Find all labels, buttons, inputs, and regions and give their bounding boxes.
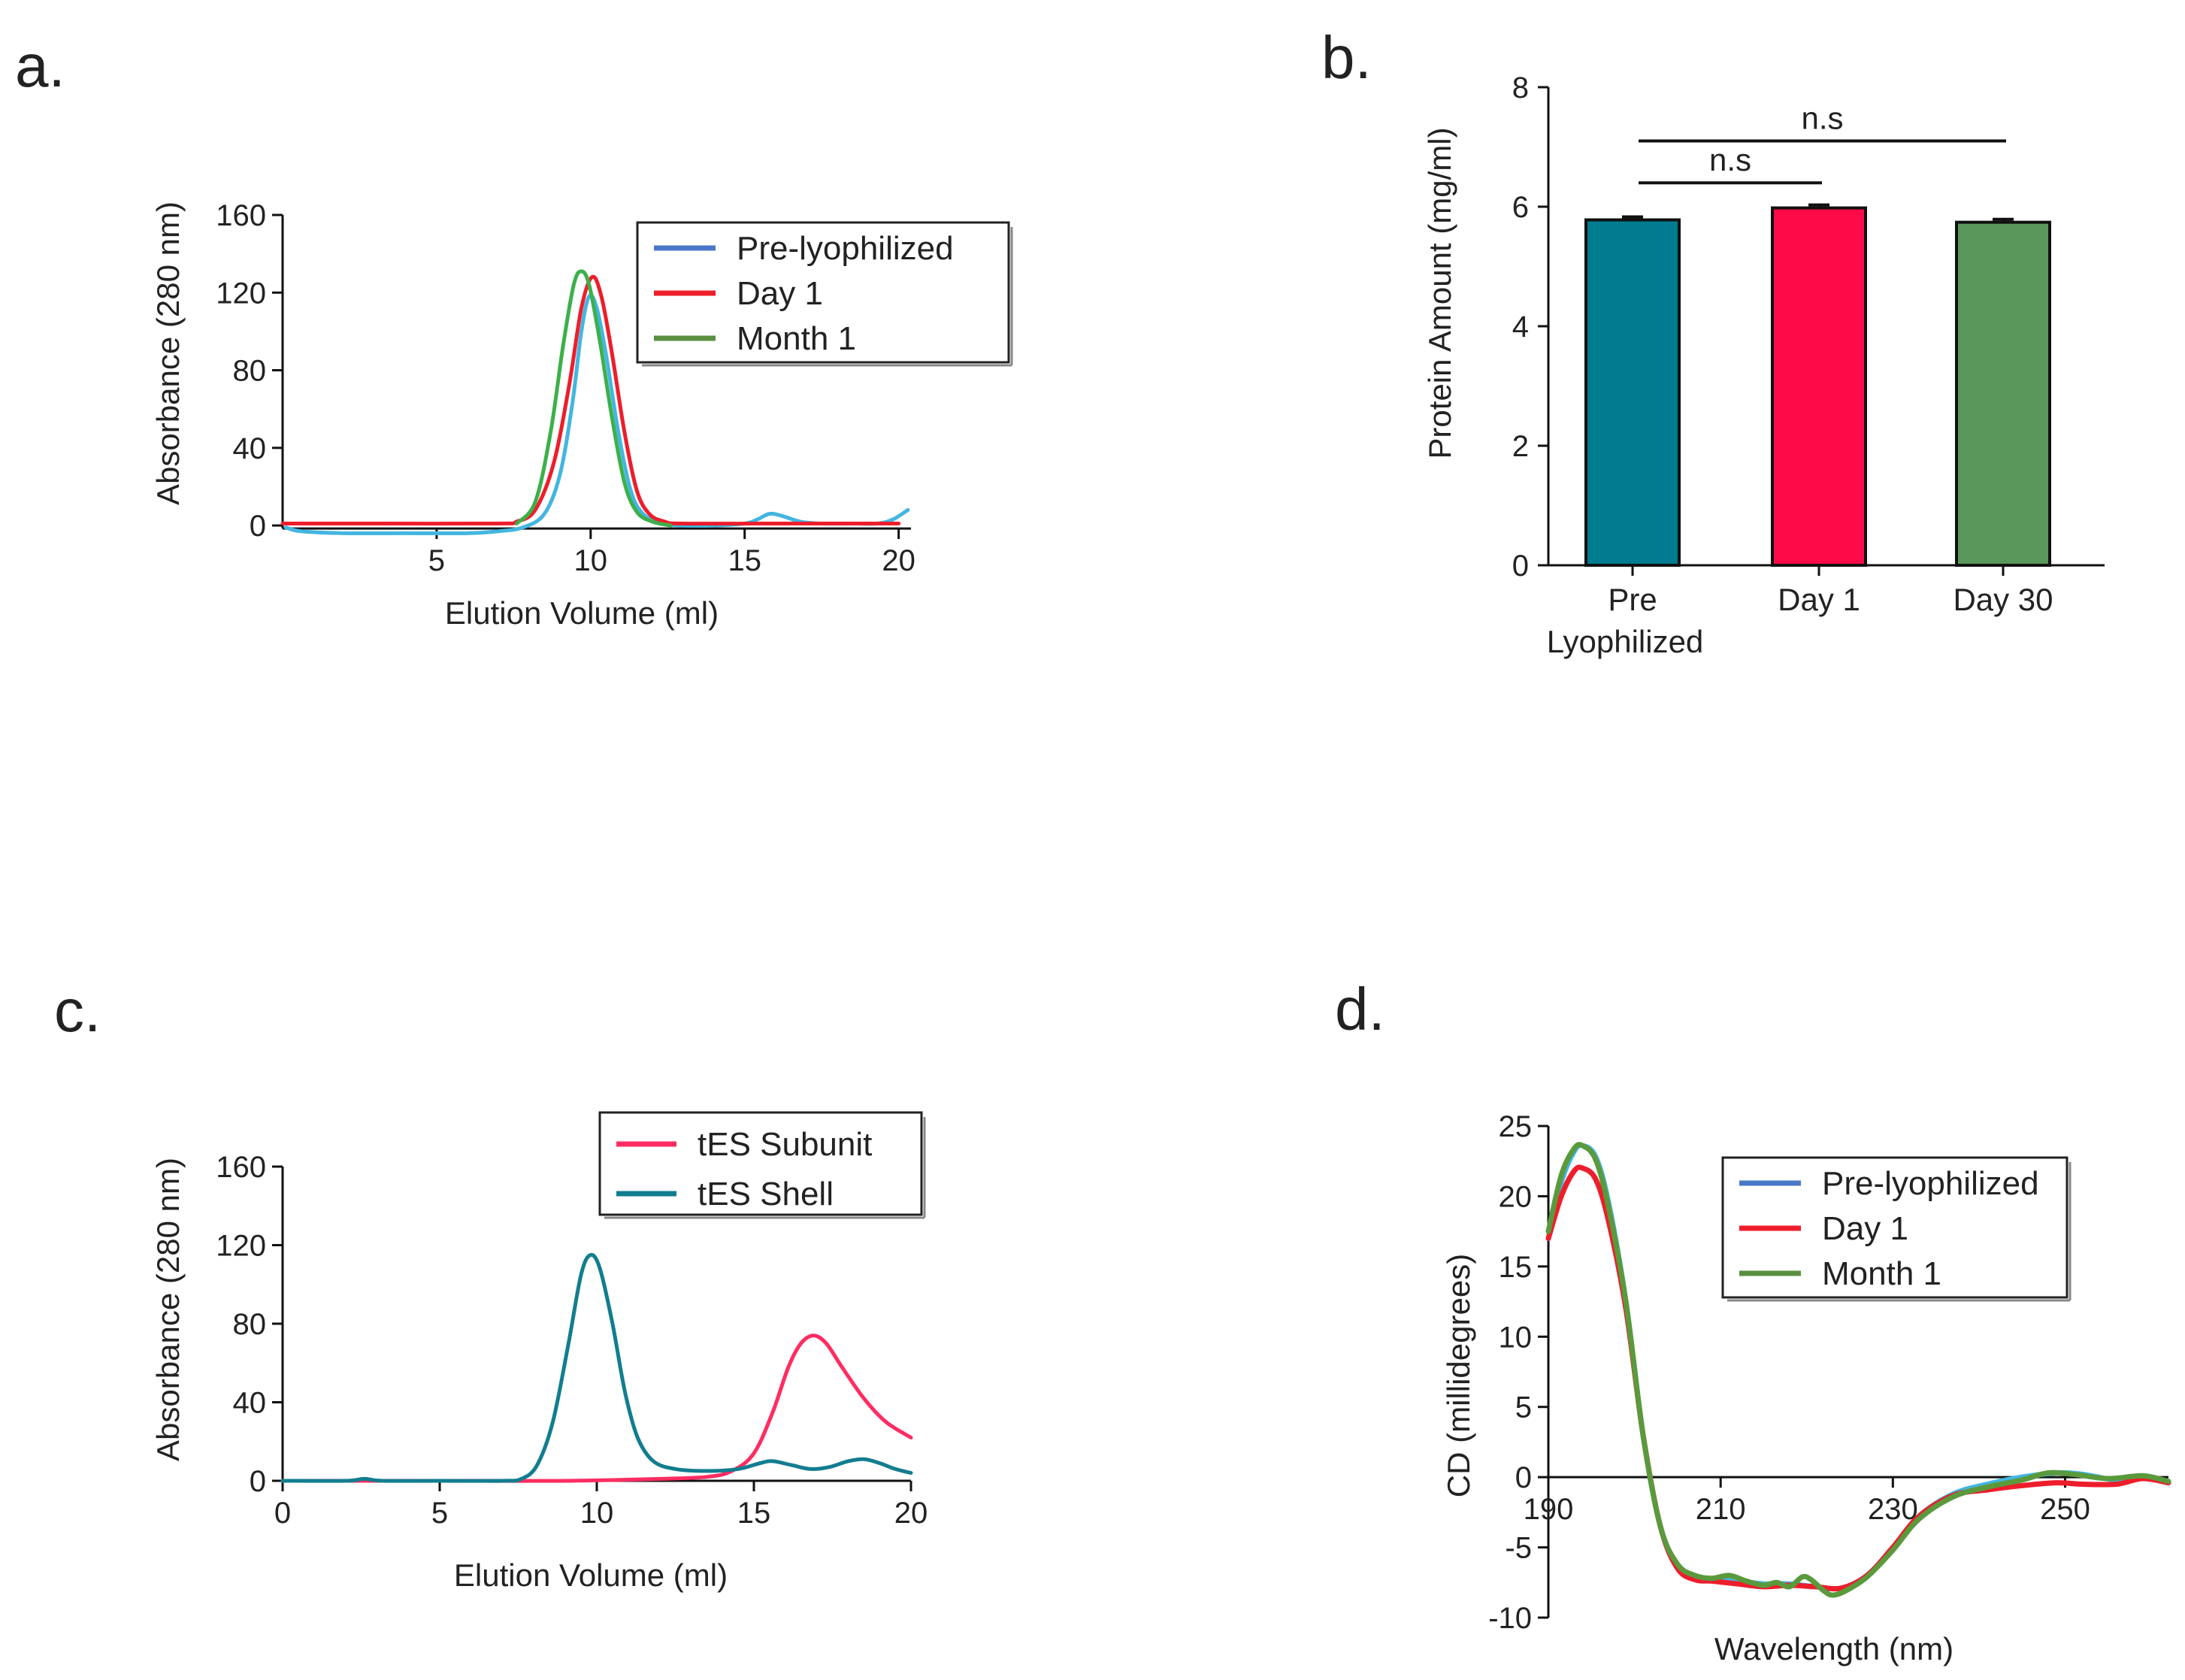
- x-axis-label: Elution Volume (ml): [445, 595, 719, 631]
- y-tick-label: 0: [250, 1465, 266, 1498]
- series-line-2: [280, 1252, 913, 1483]
- chart-panel-c: c. 0 40 80 120 160 0 5 10 15 20 Elution Volume (ml)…: [54, 977, 928, 1593]
- x-tick-label: 15: [737, 1497, 771, 1530]
- y-tick-label: 25: [1499, 1110, 1533, 1143]
- y-tick-label: 80: [233, 1308, 267, 1341]
- y-tick-label: -10: [1488, 1602, 1532, 1635]
- panel-label: c.: [54, 977, 101, 1044]
- y-tick-label: -5: [1505, 1532, 1532, 1565]
- bar-1: [1584, 218, 1681, 567]
- x-tick-label: 190: [1524, 1493, 1574, 1526]
- y-axis-label: Absorbance (280 nm): [150, 201, 186, 505]
- chart-panel-d: d. -10 -5 0 5 10 15 20 25 190 210 230 250 Wavelength …: [1335, 976, 2171, 1666]
- panel-label: a.: [15, 32, 65, 99]
- y-tick-label: 6: [1512, 191, 1529, 224]
- y-axis-label: Absorbance (280 nm): [150, 1158, 186, 1461]
- x-tick-label: 230: [1868, 1493, 1918, 1526]
- x-tick-label: 210: [1696, 1493, 1746, 1526]
- series-line-3: [1545, 1142, 2171, 1598]
- series-line-3: [515, 269, 673, 528]
- y-axis-label: Protein Amount (mg/ml): [1422, 127, 1457, 459]
- x-tick-label: 15: [728, 544, 761, 577]
- y-tick-label: 0: [1512, 549, 1529, 583]
- legend-label: tES Subunit: [698, 1126, 872, 1163]
- significance-label: n.s: [1709, 142, 1751, 177]
- x-axis-label: Elution Volume (ml): [454, 1557, 728, 1593]
- legend-label: Day 1: [737, 275, 823, 312]
- x-tick-label: Pre: [1608, 582, 1657, 617]
- x-tick-label: Day 30: [1953, 582, 2053, 617]
- y-tick-label: 160: [216, 1151, 266, 1184]
- y-tick-label: 40: [233, 432, 267, 465]
- y-tick-label: 80: [233, 355, 267, 388]
- legend-label: Pre-lyophilized: [737, 230, 954, 267]
- x-tick-label: 5: [431, 1497, 448, 1530]
- panel-label: b.: [1321, 24, 1372, 91]
- legend-label: tES Shell: [698, 1176, 834, 1212]
- y-tick-label: 4: [1512, 310, 1529, 344]
- panel-label: d.: [1335, 976, 1385, 1043]
- y-axis-label: CD (millidegrees): [1441, 1254, 1476, 1497]
- x-axis-label: Wavelength (nm): [1714, 1631, 1953, 1666]
- y-tick-label: 0: [1515, 1461, 1532, 1494]
- legend-label: Month 1: [1822, 1255, 1941, 1292]
- y-tick-label: 120: [216, 277, 266, 310]
- y-tick-label: 120: [216, 1230, 266, 1263]
- y-tick-label: 2: [1512, 430, 1529, 463]
- chart-panel-a: a. 0 40 80 120 160 5 10 15 20 Elution Volume (ml) A…: [15, 32, 1013, 631]
- significance-label: n.s: [1801, 101, 1843, 136]
- y-tick-label: 5: [1515, 1391, 1532, 1424]
- x-tick-label: 20: [894, 1497, 928, 1530]
- y-tick-label: 40: [233, 1387, 267, 1420]
- x-tick-label: 20: [882, 544, 915, 577]
- x-tick-label: Day 1: [1778, 582, 1860, 617]
- x-tick-label: 10: [574, 544, 608, 577]
- legend: Pre-lyophilized Day 1 Month 1: [636, 221, 1013, 367]
- chart-panel-b: b. 0 2 4 6 8 Protein Amount (mg/ml) Pre Lyophili…: [1321, 24, 2105, 659]
- y-tick-label: 0: [250, 510, 266, 543]
- y-tick-label: 160: [216, 199, 266, 232]
- legend: tES Subunit tES Shell: [598, 1111, 926, 1219]
- legend-label: Pre-lyophilized: [1822, 1165, 2039, 1202]
- x-tick-label: 250: [2040, 1493, 2090, 1526]
- y-tick-label: 15: [1499, 1251, 1533, 1284]
- bar-3: [1955, 220, 2051, 567]
- legend-label: Month 1: [737, 320, 856, 357]
- bar-2: [1771, 206, 1867, 567]
- x-tick-label: Lyophilized: [1547, 624, 1704, 659]
- x-tick-label: 0: [274, 1497, 291, 1530]
- series-line-1: [283, 293, 910, 536]
- series-line-2: [280, 274, 901, 526]
- x-tick-label: 5: [428, 544, 445, 577]
- series-line-1: [280, 1333, 913, 1483]
- legend: Pre-lyophilized Day 1 Month 1: [1721, 1156, 2072, 1302]
- y-tick-label: 20: [1499, 1180, 1533, 1213]
- legend-box: [598, 1111, 923, 1216]
- y-tick-label: 10: [1499, 1321, 1533, 1354]
- x-tick-label: 10: [580, 1497, 614, 1530]
- legend-label: Day 1: [1822, 1210, 1908, 1247]
- y-tick-label: 8: [1512, 71, 1529, 104]
